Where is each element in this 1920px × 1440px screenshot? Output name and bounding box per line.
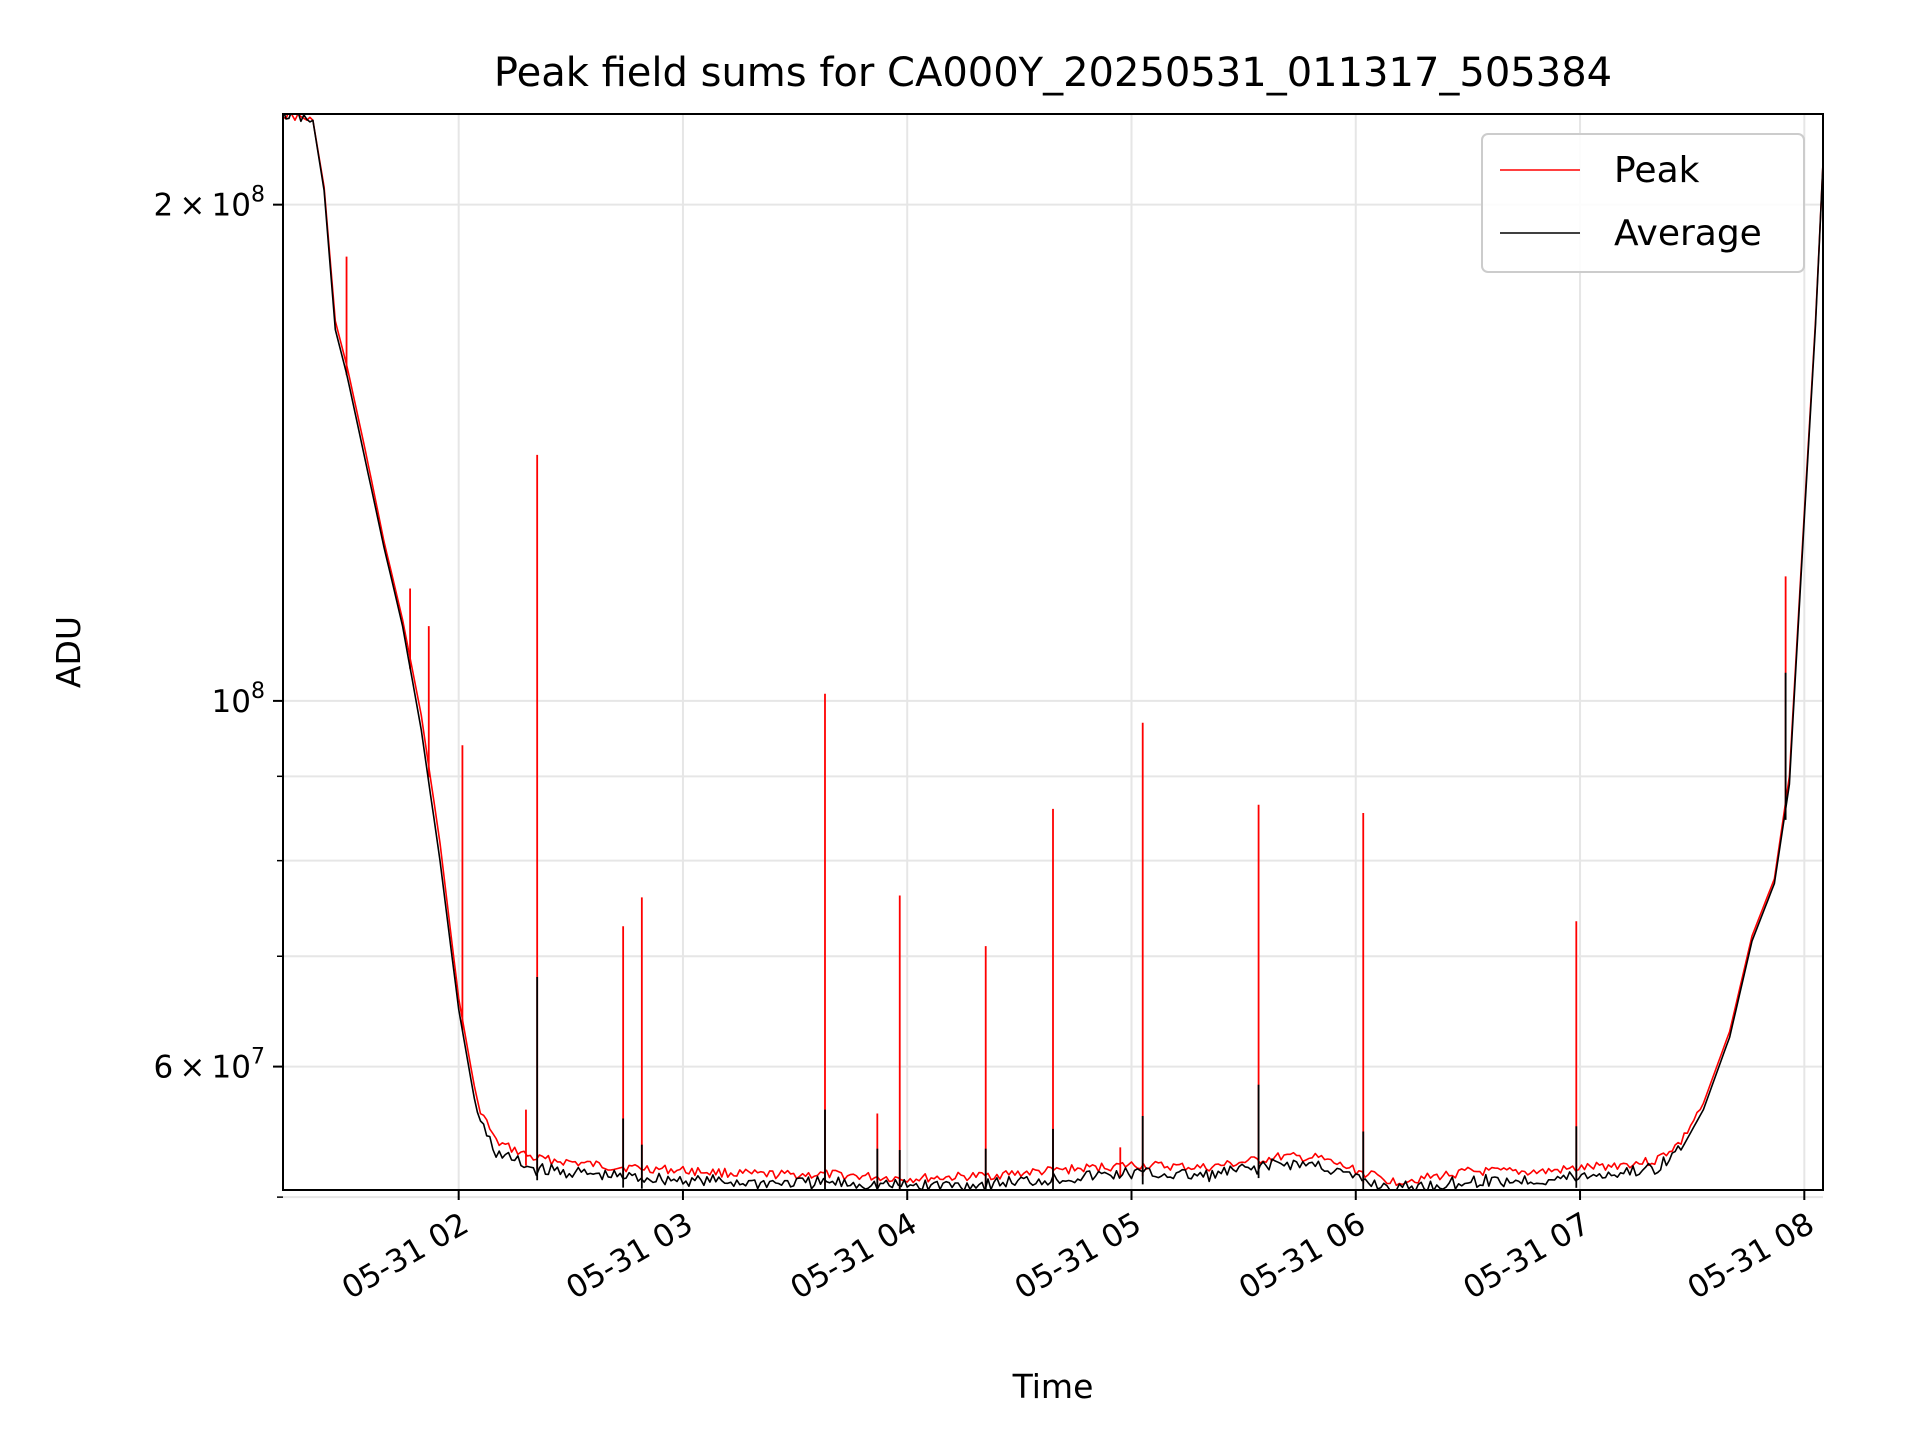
y-axis-label: ADU: [49, 616, 88, 688]
plot-area: [283, 114, 1823, 1190]
series-line-peak: [283, 114, 1823, 1187]
y-tick-label: 2 × 108: [153, 183, 265, 224]
legend: Peak Average: [1481, 133, 1805, 273]
plot-frame: [282, 113, 1824, 1191]
legend-label-peak: Peak: [1614, 150, 1700, 191]
series-line-average: [283, 114, 1823, 1190]
legend-label-average: Average: [1614, 213, 1762, 254]
legend-box: [1481, 133, 1805, 273]
x-axis-label: Time: [1012, 1367, 1094, 1406]
y-tick-label: 6 × 107: [153, 1045, 265, 1086]
chart-title: Peak field sums for CA000Y_20250531_0113…: [494, 50, 1612, 96]
series-group: [283, 114, 1823, 1190]
